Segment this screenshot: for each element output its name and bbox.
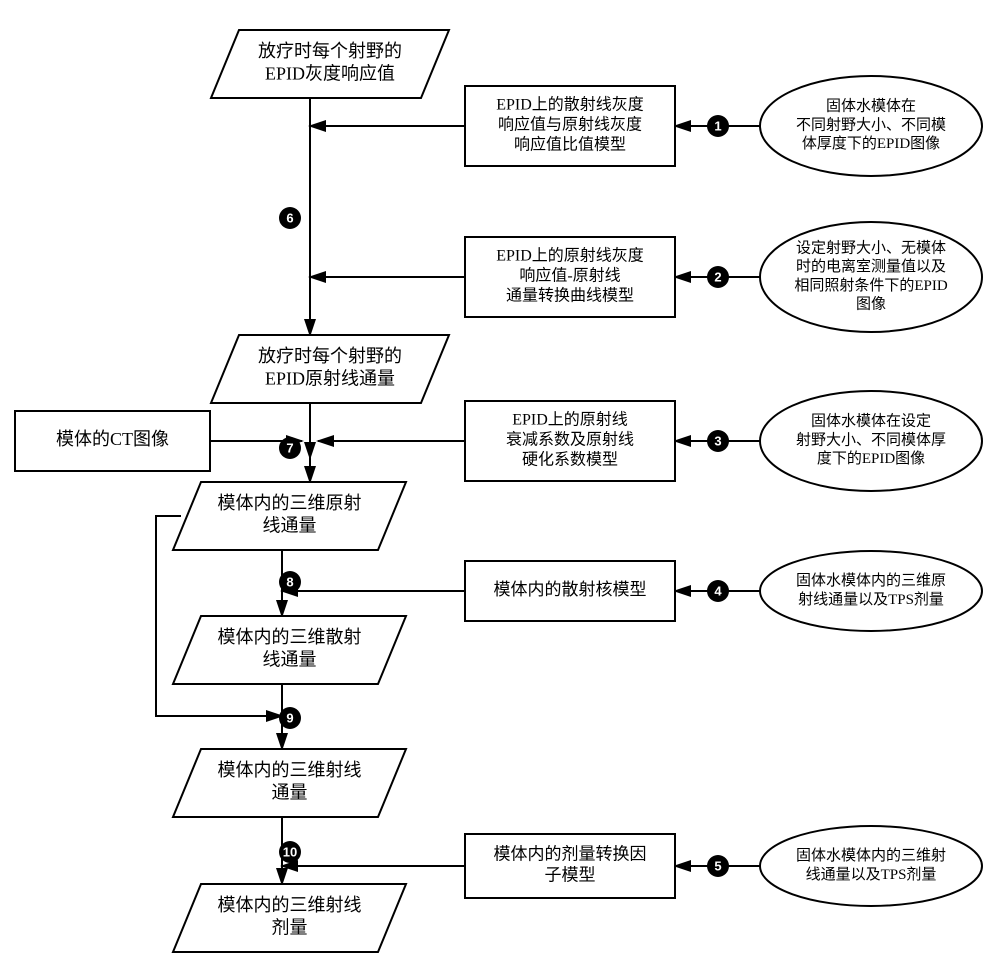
svg-text:7: 7 xyxy=(286,441,293,456)
badge-10: 10 xyxy=(279,841,301,863)
svg-text:图像: 图像 xyxy=(856,296,886,313)
svg-text:度下的EPID图像: 度下的EPID图像 xyxy=(817,450,925,467)
svg-text:模体内的散射核模型: 模体内的散射核模型 xyxy=(494,580,647,599)
node-r4: 模体内的散射核模型 xyxy=(465,561,675,621)
svg-text:射线通量以及TPS剂量: 射线通量以及TPS剂量 xyxy=(798,591,944,608)
svg-text:10: 10 xyxy=(283,845,297,860)
svg-text:固体水模体在设定: 固体水模体在设定 xyxy=(811,413,931,430)
node-e2: 设定射野大小、无模体时的电离室测量值以及相同照射条件下的EPID 图像 xyxy=(760,222,982,332)
svg-text:射野大小、不同模体厚: 射野大小、不同模体厚 xyxy=(796,431,946,448)
svg-text:不同射野大小、不同模: 不同射野大小、不同模 xyxy=(796,116,946,133)
node-p5: 模体内的三维射线通量 xyxy=(173,749,406,817)
node-r5: 模体内的剂量转换因子模型 xyxy=(465,834,675,898)
svg-text:3: 3 xyxy=(714,434,721,449)
svg-text:响应值与原射线灰度: 响应值与原射线灰度 xyxy=(498,115,642,134)
svg-text:模体的CT图像: 模体的CT图像 xyxy=(56,429,169,449)
svg-text:EPID原射线通量: EPID原射线通量 xyxy=(265,368,395,388)
svg-text:8: 8 xyxy=(286,575,293,590)
node-r3: EPID上的原射线衰减系数及原射线硬化系数模型 xyxy=(465,401,675,481)
svg-text:5: 5 xyxy=(714,859,721,874)
svg-text:放疗时每个射野的: 放疗时每个射野的 xyxy=(258,346,402,366)
svg-text:剂量: 剂量 xyxy=(272,917,308,937)
svg-text:4: 4 xyxy=(714,584,722,599)
node-rCT: 模体的CT图像 xyxy=(15,411,210,471)
badge-3: 3 xyxy=(707,430,729,452)
svg-text:通量: 通量 xyxy=(272,782,308,802)
svg-text:EPID灰度响应值: EPID灰度响应值 xyxy=(265,63,395,83)
node-p2: 放疗时每个射野的EPID原射线通量 xyxy=(211,335,449,403)
svg-text:衰减系数及原射线: 衰减系数及原射线 xyxy=(506,431,634,449)
svg-text:固体水模体内的三维原: 固体水模体内的三维原 xyxy=(796,572,946,589)
svg-text:线通量以及TPS剂量: 线通量以及TPS剂量 xyxy=(806,866,937,883)
badge-2: 2 xyxy=(707,266,729,288)
svg-text:子模型: 子模型 xyxy=(545,866,596,885)
node-e1: 固体水模体在不同射野大小、不同模体厚度下的EPID图像 xyxy=(760,76,982,176)
node-e4: 固体水模体内的三维原射线通量以及TPS剂量 xyxy=(760,551,982,631)
badge-8: 8 xyxy=(279,571,301,593)
node-p4: 模体内的三维散射线通量 xyxy=(173,616,406,684)
badge-4: 4 xyxy=(707,580,729,602)
badge-9: 9 xyxy=(279,707,301,729)
svg-text:1: 1 xyxy=(714,119,721,134)
node-p3: 模体内的三维原射线通量 xyxy=(173,482,406,550)
svg-text:9: 9 xyxy=(286,711,293,726)
badge-5: 5 xyxy=(707,855,729,877)
svg-text:固体水模体在: 固体水模体在 xyxy=(826,98,916,115)
node-p1: 放疗时每个射野的EPID灰度响应值 xyxy=(211,30,449,98)
svg-text:放疗时每个射野的: 放疗时每个射野的 xyxy=(258,41,402,61)
svg-text:EPID上的原射线灰度: EPID上的原射线灰度 xyxy=(496,247,644,265)
svg-text:模体内的三维散射: 模体内的三维散射 xyxy=(218,627,362,647)
svg-text:模体内的三维射线: 模体内的三维射线 xyxy=(218,895,362,915)
node-r1: EPID上的散射线灰度响应值与原射线灰度响应值比值模型 xyxy=(465,86,675,166)
svg-text:通量转换曲线模型: 通量转换曲线模型 xyxy=(506,287,634,305)
svg-text:2: 2 xyxy=(714,270,721,285)
node-p6: 模体内的三维射线剂量 xyxy=(173,884,406,952)
svg-text:硬化系数模型: 硬化系数模型 xyxy=(522,451,618,469)
node-r2: EPID上的原射线灰度响应值-原射线通量转换曲线模型 xyxy=(465,237,675,317)
svg-text:EPID上的散射线灰度: EPID上的散射线灰度 xyxy=(496,96,644,114)
badge-7: 7 xyxy=(279,437,301,459)
svg-text:模体内的三维原射: 模体内的三维原射 xyxy=(218,493,362,513)
flowchart-canvas: 放疗时每个射野的EPID灰度响应值EPID上的散射线灰度响应值与原射线灰度响应值… xyxy=(0,0,1000,968)
svg-text:线通量: 线通量 xyxy=(263,649,317,669)
svg-text:模体内的剂量转换因: 模体内的剂量转换因 xyxy=(494,844,647,863)
svg-text:EPID上的原射线: EPID上的原射线 xyxy=(512,411,628,429)
node-e5: 固体水模体内的三维射线通量以及TPS剂量 xyxy=(760,826,982,906)
node-e3: 固体水模体在设定射野大小、不同模体厚度下的EPID图像 xyxy=(760,391,982,491)
svg-text:响应值-原射线: 响应值-原射线 xyxy=(519,266,620,285)
svg-text:相同照射条件下的EPID: 相同照射条件下的EPID xyxy=(794,277,948,294)
badge-6: 6 xyxy=(279,207,301,229)
svg-text:线通量: 线通量 xyxy=(263,515,317,535)
svg-text:时的电离室测量值以及: 时的电离室测量值以及 xyxy=(796,258,946,275)
svg-text:模体内的三维射线: 模体内的三维射线 xyxy=(218,760,362,780)
badge-1: 1 xyxy=(707,115,729,137)
svg-text:固体水模体内的三维射: 固体水模体内的三维射 xyxy=(796,847,946,864)
svg-text:设定射野大小、无模体: 设定射野大小、无模体 xyxy=(796,239,946,256)
svg-text:响应值比值模型: 响应值比值模型 xyxy=(514,135,626,154)
svg-text:6: 6 xyxy=(286,211,293,226)
svg-text:体厚度下的EPID图像: 体厚度下的EPID图像 xyxy=(802,135,940,152)
